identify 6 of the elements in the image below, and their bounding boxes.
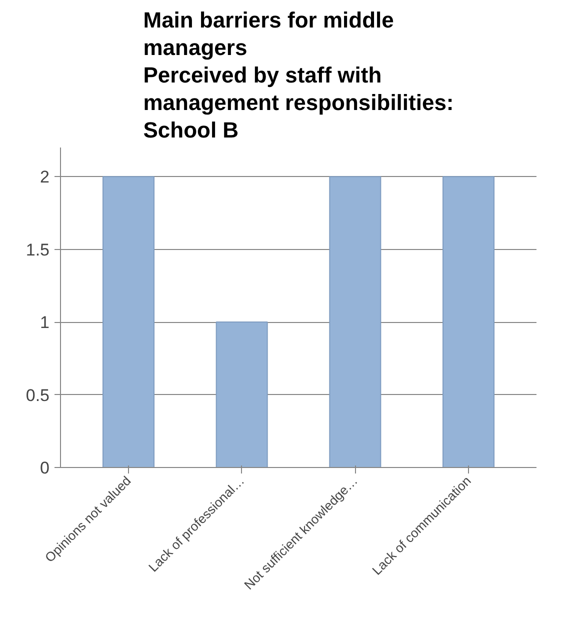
y-tick-label: 1.5 [26, 240, 50, 260]
y-tick-label: 2 [40, 168, 50, 187]
y-tick-label: 0 [40, 458, 50, 478]
y-tick-label: 0.5 [26, 386, 50, 405]
chart-title: Main barriers for middle managers Perceived by staff with management responsibilities: School B [143, 8, 454, 142]
y-tick-label: 1 [40, 313, 50, 332]
